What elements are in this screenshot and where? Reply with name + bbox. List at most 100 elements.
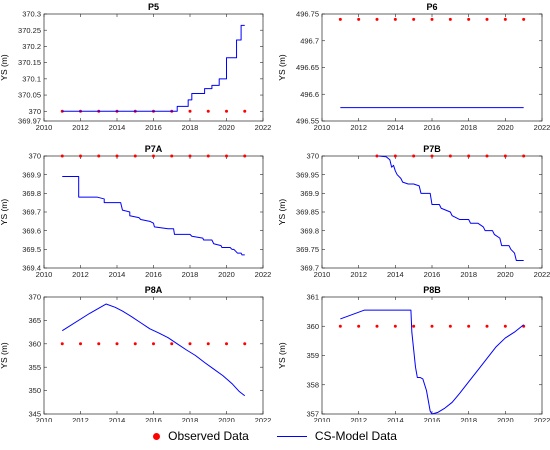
plot-area bbox=[43, 296, 264, 415]
y-tick-label: 369.5 bbox=[22, 245, 41, 254]
y-tick-label: 369.6 bbox=[22, 226, 41, 235]
observed-point bbox=[152, 342, 155, 346]
legend-model-line bbox=[276, 435, 307, 437]
y-tick-label: 369.8 bbox=[22, 189, 41, 198]
x-tick-label: 2020 bbox=[218, 416, 235, 422]
observed-point bbox=[412, 324, 416, 328]
plot-area bbox=[321, 13, 543, 122]
x-tick-label: 2022 bbox=[534, 123, 550, 132]
x-tick-label: 2020 bbox=[497, 123, 514, 132]
observed-point bbox=[485, 324, 489, 328]
y-tick-label: 496.65 bbox=[296, 63, 319, 72]
y-axis-label: YS (m) bbox=[277, 54, 287, 81]
x-tick-label: 2022 bbox=[255, 123, 272, 132]
y-axis-label: YS (m) bbox=[0, 54, 9, 81]
observed-point bbox=[448, 154, 452, 158]
observed-point bbox=[430, 17, 434, 21]
observed-point bbox=[170, 154, 174, 158]
y-tick-label: 360 bbox=[28, 339, 41, 348]
observed-point bbox=[503, 324, 507, 328]
x-tick-label: 2010 bbox=[36, 416, 53, 422]
subplot-p6: P6 YS (m) 2010 2012 2014 2016 2018 2020 2022 496.… bbox=[277, 2, 550, 132]
x-tick-label: 2014 bbox=[387, 270, 404, 279]
x-tick-label: 2022 bbox=[255, 270, 272, 279]
y-tick-label: 369.7 bbox=[22, 208, 41, 217]
x-tick-label: 2010 bbox=[314, 416, 331, 422]
observed-point bbox=[467, 154, 471, 158]
observed-point bbox=[133, 154, 137, 158]
observed-point bbox=[503, 154, 507, 158]
observed-point bbox=[206, 109, 210, 113]
observed-point bbox=[357, 324, 361, 328]
observed-point bbox=[338, 17, 342, 21]
observed-point bbox=[206, 342, 210, 346]
y-axis-label: YS (m) bbox=[0, 342, 9, 369]
observed-point bbox=[60, 342, 64, 346]
x-tick-label: 2018 bbox=[460, 416, 477, 422]
observed-point bbox=[393, 17, 397, 21]
x-tick-label: 2014 bbox=[387, 416, 404, 422]
observed-point bbox=[485, 17, 489, 21]
observed-point bbox=[188, 109, 192, 113]
model-line bbox=[340, 309, 524, 415]
y-tick-label: 359 bbox=[306, 351, 319, 360]
x-tick-label: 2018 bbox=[460, 270, 477, 279]
x-tick-label: 2018 bbox=[460, 123, 477, 132]
subplot-p7b: P7B YS (m) 2010 2012 2014 2016 2018 2020 2022 369… bbox=[277, 144, 550, 279]
y-tick-label: 496.6 bbox=[300, 90, 319, 99]
plot-area bbox=[321, 296, 543, 415]
y-tick-label: 369.9 bbox=[22, 170, 41, 179]
y-tick-label: 369.85 bbox=[296, 208, 319, 217]
observed-point bbox=[79, 154, 82, 158]
observed-point bbox=[206, 154, 210, 158]
observed-point bbox=[79, 342, 82, 346]
panel-title: P5 bbox=[148, 2, 159, 12]
y-axis-label: YS (m) bbox=[277, 199, 287, 226]
observed-point bbox=[393, 154, 397, 158]
observed-point bbox=[225, 109, 228, 113]
x-tick-label: 2020 bbox=[218, 270, 235, 279]
model-line bbox=[61, 303, 246, 397]
y-tick-label: 365 bbox=[28, 316, 41, 325]
model-line bbox=[62, 24, 245, 112]
x-tick-label: 2018 bbox=[182, 123, 199, 132]
subplot-p8b: P8B YS (m) 2010 2012 2014 2016 2018 2020 2022 357… bbox=[277, 285, 550, 422]
x-tick-label: 2012 bbox=[350, 123, 367, 132]
x-tick-label: 2018 bbox=[182, 416, 199, 422]
y-tick-label: 369.97 bbox=[18, 117, 41, 126]
panel-title: P8A bbox=[145, 285, 163, 295]
observed-point bbox=[522, 17, 526, 21]
x-tick-label: 2014 bbox=[109, 416, 126, 422]
subplot-p8a: P8A YS (m) 2010 2012 2014 2016 2018 2020 2022 345… bbox=[0, 285, 271, 422]
y-tick-label: 369.7 bbox=[300, 264, 319, 273]
x-tick-label: 2010 bbox=[314, 270, 331, 279]
legend: Observed Data CS-Model Data bbox=[0, 426, 550, 446]
plot-area bbox=[43, 155, 264, 269]
x-tick-label: 2016 bbox=[424, 416, 441, 422]
y-tick-label: 496.7 bbox=[300, 36, 319, 45]
y-tick-label: 370.2 bbox=[22, 42, 41, 51]
y-tick-label: 370.3 bbox=[22, 10, 41, 19]
x-tick-label: 2012 bbox=[72, 416, 89, 422]
observed-point bbox=[188, 342, 192, 346]
observed-point bbox=[243, 342, 247, 346]
panel-title: P7A bbox=[145, 144, 163, 154]
model-line bbox=[62, 176, 245, 256]
y-tick-label: 370.25 bbox=[18, 26, 41, 35]
observed-point bbox=[375, 154, 379, 158]
observed-point bbox=[115, 342, 119, 346]
y-tick-label: 361 bbox=[306, 293, 319, 302]
observed-point bbox=[485, 154, 489, 158]
panel-title: P7B bbox=[423, 144, 441, 154]
y-tick-label: 496.55 bbox=[296, 117, 319, 126]
panel-title: P8B bbox=[423, 285, 441, 295]
x-tick-label: 2016 bbox=[145, 123, 162, 132]
y-axis-label: YS (m) bbox=[0, 199, 9, 226]
y-tick-label: 369.95 bbox=[296, 170, 319, 179]
y-tick-label: 370.1 bbox=[22, 74, 41, 83]
y-tick-label: 369.4 bbox=[22, 264, 41, 273]
x-tick-label: 2016 bbox=[424, 270, 441, 279]
x-tick-label: 2010 bbox=[36, 270, 53, 279]
observed-point bbox=[152, 154, 155, 158]
observed-point bbox=[60, 154, 64, 158]
